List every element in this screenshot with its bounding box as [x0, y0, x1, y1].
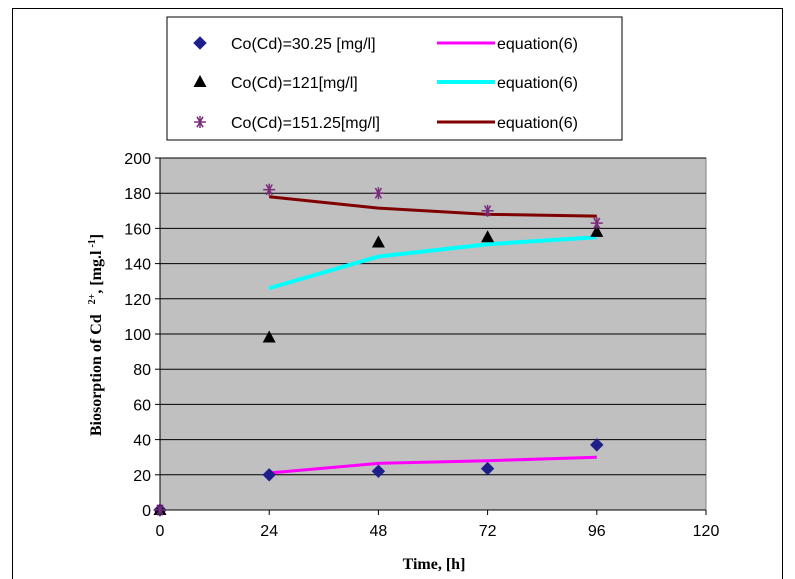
series-layer — [153, 183, 604, 517]
y-tick-label: 20 — [133, 468, 151, 485]
x-tick-label: 24 — [260, 523, 278, 540]
data-point-1 — [590, 224, 604, 237]
y-tick-label: 80 — [133, 362, 151, 379]
data-point-1 — [481, 230, 495, 243]
legend-marker-0 — [193, 36, 207, 50]
data-point-2 — [263, 183, 276, 196]
legend-label: equation(6) — [497, 36, 578, 53]
y-tick-label: 180 — [124, 186, 151, 203]
y-tick-label: 0 — [142, 503, 151, 520]
y-tick-label: 120 — [124, 292, 151, 309]
legend-marker-1 — [193, 75, 207, 87]
data-point-0 — [590, 438, 604, 452]
data-point-2 — [481, 204, 494, 217]
data-point-1 — [262, 330, 276, 343]
y-tick-label: 160 — [124, 221, 151, 238]
data-point-2 — [372, 187, 385, 200]
axes — [155, 157, 707, 515]
y-axis-title: Biosorption of Cd2+, [mg.l-1] — [87, 234, 105, 436]
x-tick-label: 96 — [588, 523, 606, 540]
x-tick-label: 72 — [479, 523, 497, 540]
legend-marker-2 — [194, 116, 206, 128]
y-tick-label: 200 — [124, 151, 151, 168]
y-tick-label: 40 — [133, 433, 151, 450]
legend-label: Co(Cd)=121[mg/l] — [231, 75, 358, 92]
gridlines — [160, 157, 706, 476]
x-tick-label: 48 — [370, 523, 388, 540]
chart-frame — [12, 8, 783, 579]
legend-label: Co(Cd)=151.25[mg/l] — [231, 115, 380, 132]
data-point-2 — [154, 504, 166, 516]
x-axis-title: Time, [h] — [403, 556, 466, 573]
tick-labels: 0 20 40 60 80 100 120 140 160 180 200 0 24 48 72 96 120 — [124, 151, 719, 540]
data-point-1 — [371, 235, 385, 248]
data-point-0 — [371, 464, 386, 478]
legend-label: Co(Cd)=30.25 [mg/l] — [231, 36, 376, 53]
y-tick-label: 140 — [124, 257, 151, 274]
data-point-2 — [590, 217, 603, 230]
data-point-0 — [480, 461, 495, 476]
legend: Co(Cd)=30.25 [mg/l] Co(Cd)=121[mg/l] Co(Cd… — [193, 36, 578, 132]
legend-label: equation(6) — [497, 115, 578, 132]
series-line-3 — [269, 455, 597, 475]
legend-box — [166, 16, 623, 141]
series-line-4 — [268, 235, 597, 291]
y-tick-label: 100 — [124, 327, 151, 344]
series-line-5 — [269, 195, 597, 218]
x-tick-label: 120 — [693, 523, 720, 540]
y-tick-label: 60 — [133, 397, 151, 414]
data-point-0 — [262, 468, 276, 482]
legend-label: equation(6) — [497, 75, 578, 92]
x-tick-label: 0 — [156, 523, 165, 540]
